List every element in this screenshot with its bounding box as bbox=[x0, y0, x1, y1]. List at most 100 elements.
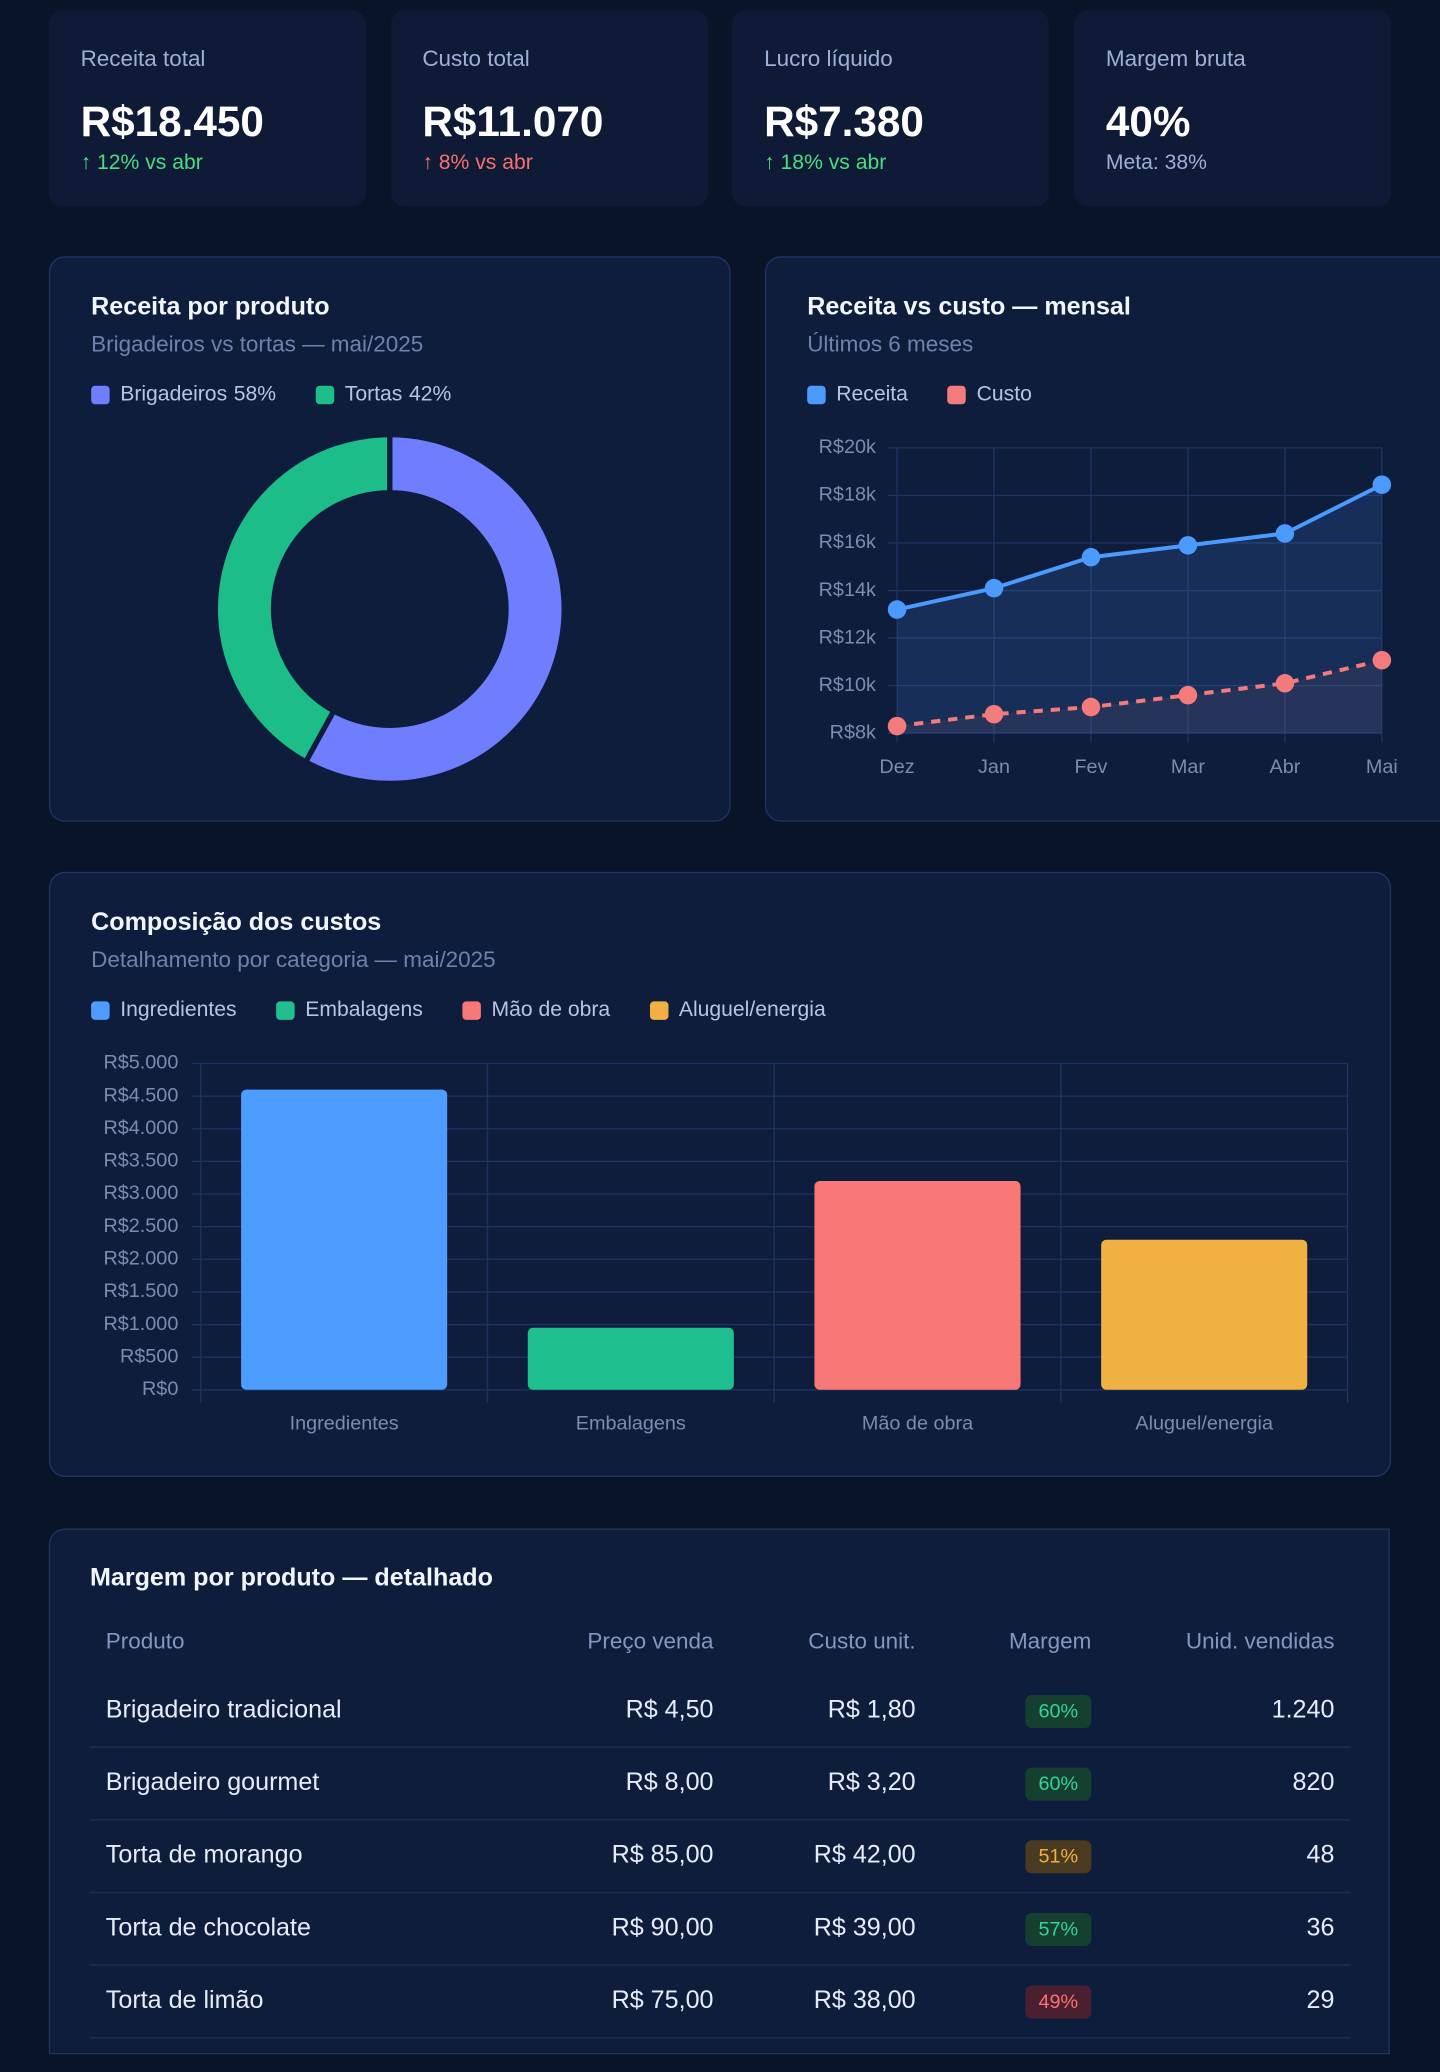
legend-item: Brigadeiros 58% bbox=[91, 383, 276, 407]
legend-item: Ingredientes bbox=[91, 999, 237, 1023]
legend-swatch bbox=[807, 385, 826, 405]
table-cell: R$ 8,00 bbox=[528, 1747, 730, 1821]
chart-title: Receita vs custo — mensal bbox=[807, 293, 1131, 322]
table-cell: R$ 42,00 bbox=[729, 1819, 932, 1894]
kpi-note: Meta: 38% bbox=[1105, 151, 1207, 175]
legend: Ingredientes Embalagens Mão de obra Aluguel… bbox=[91, 999, 826, 1023]
legend-label: Embalagens bbox=[305, 998, 423, 1022]
column-header: Produto bbox=[105, 1628, 185, 1655]
table-cell: 29 bbox=[1107, 1965, 1351, 2039]
legend-swatch bbox=[91, 1001, 110, 1020]
legend: Brigadeiros 58% Tortas 42% bbox=[91, 383, 451, 407]
table-cell: R$ 90,00 bbox=[528, 1892, 730, 1966]
legend-swatch bbox=[91, 385, 110, 405]
legend-swatch bbox=[462, 1001, 481, 1020]
legend-swatch bbox=[276, 1001, 295, 1020]
table-row: Torta de chocolate R$ 90,00 R$ 39,00 57% 36 bbox=[89, 1892, 1351, 1966]
chart-card: Receita vs custo — mensal Últimos 6 meses… bbox=[764, 256, 1440, 822]
column-header: Custo unit. bbox=[808, 1628, 916, 1655]
table: Produto Preço venda Custo unit. Margem Unid.… bbox=[89, 1609, 1351, 2039]
table-row: Brigadeiro tradicional R$ 4,50 R$ 1,80 60% 1… bbox=[89, 1675, 1351, 1748]
chart-card: Composição dos custos Detalhamento por ca… bbox=[48, 871, 1392, 1477]
kpi-card: Receita total R$18.450 ↑ 12% vs abr bbox=[48, 10, 366, 207]
table-cell: R$ 39,00 bbox=[729, 1892, 932, 1966]
legend-label: Mão de obra bbox=[491, 998, 611, 1022]
table-cell: R$ 38,00 bbox=[729, 1965, 932, 2039]
chart-subtitle: Últimos 6 meses bbox=[807, 331, 974, 357]
legend-text: Tortas 42% bbox=[345, 383, 451, 407]
margin-badge: 60% bbox=[1025, 1767, 1092, 1801]
table-cell: Torta de morango bbox=[89, 1819, 529, 1894]
kpi-value: R$11.070 bbox=[422, 97, 604, 146]
legend-label: Ingredientes bbox=[120, 998, 237, 1022]
column-header: Preço venda bbox=[587, 1628, 714, 1655]
legend-label: Brigadeiros bbox=[120, 383, 228, 406]
kpi-card: Lucro líquido R$7.380 ↑ 18% vs abr bbox=[732, 10, 1050, 207]
table-cell: R$ 75,00 bbox=[528, 1965, 730, 2039]
legend-item: Aluguel/energia bbox=[649, 999, 826, 1023]
legend-label: Custo bbox=[976, 383, 1032, 406]
kpi-label: Custo total bbox=[422, 46, 530, 72]
table-cell: Brigadeiro gourmet bbox=[89, 1747, 529, 1821]
kpi-value: R$18.450 bbox=[80, 97, 264, 146]
table-cell: 48 bbox=[1107, 1819, 1351, 1894]
margin-cell: 51% bbox=[931, 1819, 1108, 1894]
header-row: Produto Preço venda Custo unit. Margem Unid.… bbox=[90, 1609, 1350, 1675]
kpi-value: 40% bbox=[1105, 97, 1191, 146]
legend-item: Custo bbox=[947, 383, 1032, 407]
margin-badge: 51% bbox=[1025, 1840, 1092, 1874]
legend-item: Embalagens bbox=[276, 999, 423, 1023]
kpi-label: Receita total bbox=[80, 46, 206, 72]
table-cell: 820 bbox=[1107, 1747, 1351, 1821]
legend-text: Brigadeiros 58% bbox=[120, 383, 276, 407]
table-card[interactable]: Margem por produto — detalhado Produto Pr… bbox=[48, 1528, 1390, 2055]
kpi-note: ↑ 12% vs abr bbox=[80, 151, 203, 175]
table-head: Produto Preço venda Custo unit. Margem Unid.… bbox=[90, 1609, 1350, 1675]
margin-cell: 57% bbox=[931, 1892, 1108, 1966]
chart-subtitle: Brigadeiros vs tortas — mai/2025 bbox=[91, 331, 424, 357]
table-cell: R$ 3,20 bbox=[729, 1747, 932, 1821]
table-cell: R$ 85,00 bbox=[528, 1819, 730, 1894]
legend-label: Tortas bbox=[344, 383, 403, 406]
legend: Receita Custo bbox=[807, 383, 1032, 407]
margin-cell: 49% bbox=[931, 1965, 1108, 2039]
chart-title: Composição dos custos bbox=[91, 908, 382, 937]
legend-item: Receita bbox=[807, 383, 908, 407]
table-content: Margem por produto — detalhado Produto Pr… bbox=[50, 1530, 1388, 2053]
margin-badge: 57% bbox=[1025, 1912, 1092, 1946]
table-cell: 36 bbox=[1107, 1892, 1351, 1966]
kpi-card: Margem bruta 40% Meta: 38% bbox=[1074, 10, 1392, 207]
legend-swatch bbox=[649, 1001, 669, 1020]
table-body: Brigadeiro tradicional R$ 4,50 R$ 1,80 60% 1… bbox=[89, 1675, 1351, 2039]
table-title: Margem por produto — detalhado bbox=[89, 1564, 493, 1592]
legend-item: Tortas 42% bbox=[315, 383, 451, 407]
legend-label: 58% bbox=[233, 383, 277, 406]
legend-text: Ingredientes bbox=[120, 999, 236, 1023]
table-cell: 1.240 bbox=[1107, 1675, 1351, 1748]
table-cell: Torta de limão bbox=[89, 1965, 529, 2039]
table-cell: Brigadeiro tradicional bbox=[89, 1675, 529, 1748]
margin-cell: 60% bbox=[931, 1747, 1108, 1821]
legend-label: 42% bbox=[408, 383, 452, 406]
legend-text: Custo bbox=[977, 383, 1032, 407]
kpi-note: ↑ 8% vs abr bbox=[422, 151, 533, 175]
chart-subtitle: Detalhamento por categoria — mai/2025 bbox=[91, 947, 496, 973]
legend-text: Embalagens bbox=[305, 999, 423, 1023]
legend-text: Mão de obra bbox=[491, 999, 610, 1023]
kpi-label: Margem bruta bbox=[1105, 46, 1246, 72]
margin-badge: 49% bbox=[1025, 1985, 1092, 2019]
table-row: Brigadeiro gourmet R$ 8,00 R$ 3,20 60% 820 bbox=[89, 1747, 1351, 1821]
table-row: Torta de morango R$ 85,00 R$ 42,00 51% 48 bbox=[89, 1819, 1351, 1894]
legend-text: Aluguel/energia bbox=[679, 999, 826, 1023]
legend-swatch bbox=[947, 385, 967, 405]
chart-card: Receita por produto Brigadeiros vs tortas… bbox=[48, 256, 731, 822]
table-cell: Torta de chocolate bbox=[89, 1892, 529, 1966]
chart-title: Receita por produto bbox=[91, 293, 330, 322]
legend-swatch bbox=[315, 385, 335, 405]
kpi-label: Lucro líquido bbox=[764, 46, 893, 72]
legend-label: Receita bbox=[836, 383, 908, 406]
kpi-value: R$7.380 bbox=[764, 97, 924, 146]
